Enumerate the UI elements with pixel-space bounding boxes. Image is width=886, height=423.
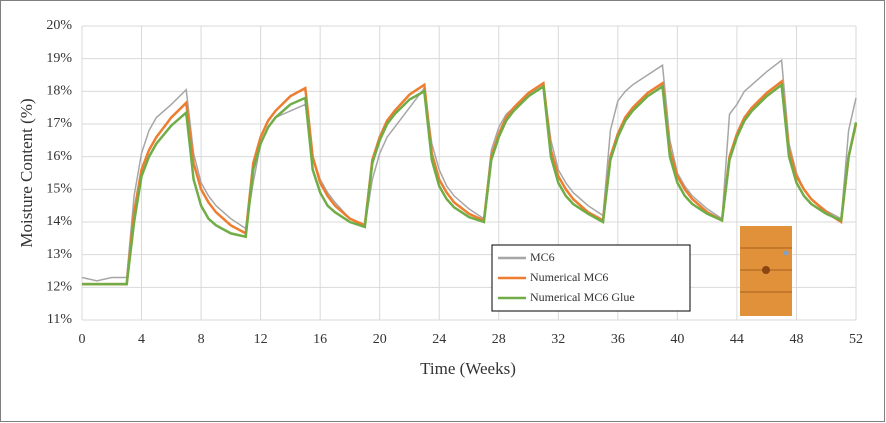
- x-axis-label: Time (Weeks): [420, 359, 516, 378]
- x-tick-label: 12: [254, 332, 268, 347]
- y-tick-label: 18%: [46, 84, 72, 99]
- y-tick-label: 20%: [46, 18, 72, 33]
- y-tick-label: 17%: [46, 116, 72, 131]
- y-tick-label: 12%: [46, 280, 72, 295]
- series-line: [82, 82, 858, 286]
- legend-label: Numerical MC6 Glue: [530, 290, 635, 304]
- x-tick-label: 24: [432, 332, 446, 347]
- y-tick-label: 16%: [46, 149, 72, 164]
- y-tick-label: 15%: [46, 182, 72, 197]
- y-tick-label: 11%: [47, 312, 72, 327]
- y-tick-label: 14%: [46, 214, 72, 229]
- series-line: [81, 58, 857, 282]
- x-tick-label: 16: [313, 332, 327, 347]
- x-tick-label: 52: [849, 332, 863, 347]
- x-tick-label: 20: [373, 332, 387, 347]
- legend-label: Numerical MC6: [530, 270, 608, 284]
- x-tick-label: 28: [492, 332, 506, 347]
- y-axis-label: Moisture Content (%): [17, 98, 36, 247]
- wood-inset: [740, 226, 792, 316]
- y-tick-label: 19%: [46, 51, 72, 66]
- x-tick-label: 36: [611, 332, 625, 347]
- x-tick-label: 4: [138, 332, 145, 347]
- x-tick-label: 0: [79, 332, 86, 347]
- x-tick-label: 32: [551, 332, 565, 347]
- x-tick-label: 48: [789, 332, 803, 347]
- inset-sensor: [783, 250, 789, 256]
- legend-label: MC6: [530, 250, 555, 264]
- x-tick-label: 44: [730, 332, 744, 347]
- x-tick-label: 40: [670, 332, 684, 347]
- x-tick-label: 8: [198, 332, 205, 347]
- inset-knot: [762, 266, 770, 274]
- y-tick-label: 13%: [46, 247, 72, 262]
